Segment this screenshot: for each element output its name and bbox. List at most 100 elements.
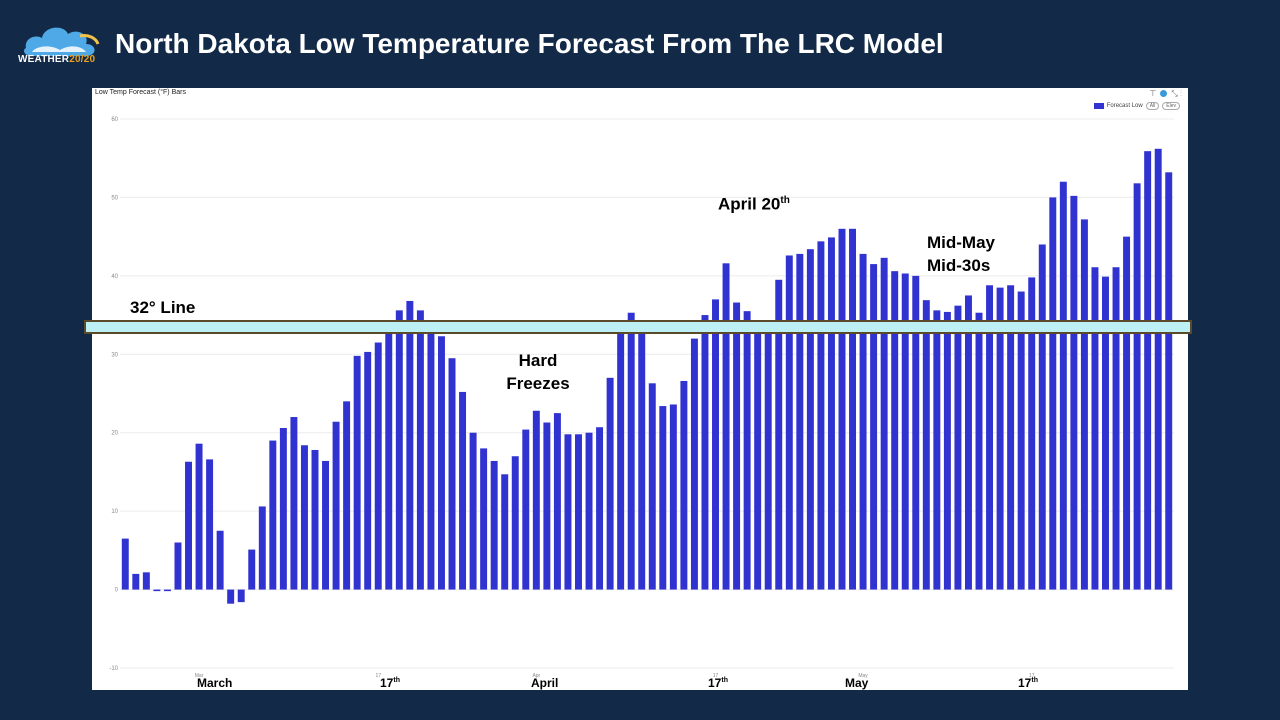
bar[interactable]: [701, 315, 709, 590]
bar[interactable]: [943, 311, 951, 590]
bar[interactable]: [975, 312, 983, 590]
bar[interactable]: [1070, 195, 1078, 590]
bar[interactable]: [395, 310, 403, 590]
bar[interactable]: [258, 506, 266, 590]
bar[interactable]: [954, 305, 962, 590]
bar[interactable]: [859, 253, 867, 590]
bar[interactable]: [659, 406, 667, 590]
bar[interactable]: [353, 355, 361, 590]
bar[interactable]: [511, 456, 519, 590]
bar[interactable]: [153, 589, 161, 592]
bar[interactable]: [480, 448, 488, 590]
bar[interactable]: [880, 257, 888, 590]
bar[interactable]: [416, 310, 424, 590]
bar[interactable]: [469, 432, 477, 590]
bar[interactable]: [364, 351, 372, 590]
bar[interactable]: [216, 530, 224, 590]
bar[interactable]: [1112, 267, 1120, 590]
bar[interactable]: [849, 228, 857, 590]
bar[interactable]: [385, 330, 393, 590]
bar[interactable]: [1154, 148, 1162, 590]
bar[interactable]: [596, 427, 604, 590]
bar[interactable]: [743, 311, 751, 590]
bar[interactable]: [406, 300, 414, 590]
bar[interactable]: [733, 302, 741, 590]
bar[interactable]: [174, 542, 182, 590]
more-menu-icon[interactable]: ⋮: [1180, 89, 1182, 98]
bar[interactable]: [163, 589, 171, 592]
bar[interactable]: [332, 421, 340, 590]
bar[interactable]: [891, 271, 899, 590]
bar[interactable]: [796, 253, 804, 590]
bar[interactable]: [195, 443, 203, 590]
bar[interactable]: [543, 422, 551, 590]
bar[interactable]: [922, 300, 930, 590]
bar[interactable]: [785, 255, 793, 590]
bar[interactable]: [437, 336, 445, 590]
bar[interactable]: [311, 449, 319, 590]
bar[interactable]: [827, 237, 835, 590]
bar[interactable]: [1080, 219, 1088, 590]
bar[interactable]: [806, 249, 814, 590]
bar[interactable]: [532, 410, 540, 590]
bar[interactable]: [764, 330, 772, 590]
bar[interactable]: [648, 383, 656, 590]
bar[interactable]: [553, 413, 561, 590]
bar[interactable]: [237, 589, 245, 603]
bar[interactable]: [638, 333, 646, 590]
bar[interactable]: [564, 434, 572, 590]
bar[interactable]: [870, 264, 878, 590]
bar[interactable]: [722, 263, 730, 590]
bar[interactable]: [986, 285, 994, 590]
bar[interactable]: [322, 460, 330, 590]
bar[interactable]: [1038, 244, 1046, 590]
bar[interactable]: [279, 428, 287, 590]
bar[interactable]: [121, 538, 129, 590]
bar[interactable]: [1059, 181, 1067, 590]
bar[interactable]: [964, 295, 972, 590]
bar[interactable]: [1017, 291, 1025, 590]
bar[interactable]: [185, 461, 192, 590]
bar[interactable]: [490, 460, 498, 590]
bar[interactable]: [1007, 285, 1015, 590]
bar[interactable]: [227, 589, 235, 604]
bar[interactable]: [206, 459, 214, 590]
bar[interactable]: [1144, 151, 1152, 590]
bar[interactable]: [606, 377, 614, 590]
bar[interactable]: [522, 429, 530, 590]
bar[interactable]: [712, 299, 719, 590]
bar[interactable]: [996, 287, 1004, 590]
bar[interactable]: [627, 312, 635, 590]
bar[interactable]: [427, 322, 435, 590]
bar[interactable]: [248, 549, 256, 590]
bar[interactable]: [933, 310, 941, 590]
bar[interactable]: [1102, 276, 1109, 590]
bar[interactable]: [754, 330, 762, 590]
bar[interactable]: [290, 417, 298, 590]
bar[interactable]: [501, 474, 509, 590]
bar[interactable]: [343, 401, 351, 590]
bar[interactable]: [669, 404, 677, 590]
bar[interactable]: [617, 322, 625, 590]
filter-icon[interactable]: ⊤: [1149, 89, 1157, 98]
bar[interactable]: [1091, 267, 1099, 590]
info-icon[interactable]: [1160, 90, 1168, 98]
bar[interactable]: [459, 391, 467, 590]
bar[interactable]: [912, 275, 920, 590]
bar[interactable]: [142, 572, 150, 590]
bar[interactable]: [1165, 172, 1173, 590]
expand-icon[interactable]: ⤡: [1171, 89, 1178, 98]
bar[interactable]: [1028, 277, 1036, 590]
bar[interactable]: [1049, 197, 1057, 590]
bar[interactable]: [901, 273, 909, 590]
legend-pill-elev[interactable]: Elev: [1162, 102, 1180, 110]
bar[interactable]: [448, 358, 456, 590]
bar[interactable]: [680, 380, 688, 590]
bar[interactable]: [817, 241, 825, 590]
bar[interactable]: [585, 432, 593, 590]
bar[interactable]: [575, 434, 582, 590]
bar[interactable]: [838, 228, 846, 590]
bar[interactable]: [1123, 236, 1131, 590]
bar[interactable]: [132, 573, 140, 590]
bar[interactable]: [300, 445, 308, 590]
